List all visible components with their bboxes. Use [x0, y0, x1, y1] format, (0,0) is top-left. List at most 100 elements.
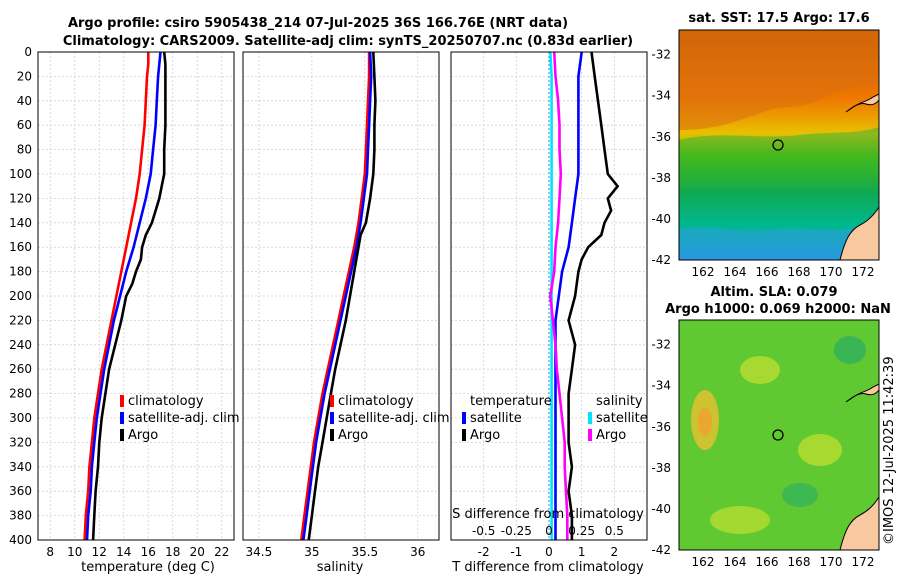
difference-xlabel: T difference from climatology [451, 560, 644, 575]
y-tick-label: 40 [17, 94, 32, 108]
map-x-tick: 164 [724, 265, 747, 279]
s-tick-label: -0.25 [501, 524, 532, 538]
sla-map-ticks: 162 164 166 168 170 172 -32 -34 -36 -38 -40 -42 [651, 338, 874, 569]
y-tick-label: 380 [9, 509, 32, 523]
series-line-climatology [83, 52, 150, 541]
x-tick-label: 35.5 [351, 545, 378, 559]
legend-label-argo: Argo [128, 428, 158, 443]
legend-swatch-climatology-2 [330, 395, 334, 407]
y-tick-label: 260 [9, 362, 32, 376]
x-tick-label: 18 [165, 545, 180, 559]
s-tick-label: 0.5 [605, 524, 624, 538]
x-tick-label: 0 [545, 545, 553, 559]
sla-light-patch-3 [710, 506, 770, 534]
y-tick-label: 100 [9, 167, 32, 181]
x-tick-label: 36 [410, 545, 425, 559]
x-tick-label: 35 [304, 545, 319, 559]
legend-swatch-s-satellite [588, 412, 592, 424]
map-x-tick: 170 [820, 265, 843, 279]
s-tick-label: 0 [545, 524, 553, 538]
sla-orange-patch [698, 408, 712, 436]
y-tick-label: 320 [9, 435, 32, 449]
sst-land-south [839, 205, 880, 261]
y-tick-label: 180 [9, 265, 32, 279]
x-tick-label: 14 [116, 545, 131, 559]
y-tick-label: 0 [24, 45, 32, 59]
x-tick-label: 34.5 [246, 545, 273, 559]
title-line1: Argo profile: csiro 5905438_214 07-Jul-2… [68, 16, 568, 31]
legend-title-salinity: salinity [596, 394, 643, 409]
map-y-tick: -36 [651, 420, 671, 434]
y-tick-label: 360 [9, 484, 32, 498]
legend-label-s-argo: Argo [596, 428, 626, 443]
y-tick-label: 140 [9, 216, 32, 230]
sla-land-south [839, 495, 880, 551]
legend-swatch-climatology [120, 395, 124, 407]
title-line2: Climatology: CARS2009. Satellite-adj cli… [63, 34, 633, 49]
sst-blue-patch [679, 225, 879, 260]
map-y-tick: -40 [651, 212, 671, 226]
y-tick-label: 20 [17, 69, 32, 83]
difference-legend-temperature: temperature satellite Argo [462, 394, 552, 443]
y-tick-label: 160 [9, 240, 32, 254]
series-line-satellite-adj-clim [85, 51, 162, 541]
map-y-tick: -38 [651, 171, 671, 185]
difference-legend-salinity: salinity satellite Argo [588, 394, 648, 443]
series-line-t-satellite [554, 51, 583, 540]
legend-label-climatology-2: climatology [338, 394, 414, 409]
map-y-tick: -34 [651, 379, 671, 393]
x-tick-label: 16 [141, 545, 156, 559]
sla-map-frame [678, 319, 880, 551]
map-x-tick: 172 [852, 555, 875, 569]
map-x-tick: 168 [788, 555, 811, 569]
sla-land-north [845, 383, 880, 403]
map-x-tick: 162 [692, 555, 715, 569]
map-y-tick: -42 [651, 543, 671, 557]
sla-dark-patch-2 [782, 483, 818, 507]
sst-land-north [845, 93, 880, 113]
y-tick-label: 220 [9, 313, 32, 327]
x-tick-label: -2 [478, 545, 490, 559]
legend-title-temperature: temperature [470, 394, 552, 409]
x-tick-label: 12 [92, 545, 107, 559]
sst-map-ticks: 162 164 166 168 170 172 -32 -34 -36 -38 -40 -42 [651, 48, 874, 279]
legend-label-satellite-2: satellite-adj. clim [338, 411, 450, 426]
x-tick-label: -1 [510, 545, 522, 559]
y-tick-label: 60 [17, 118, 32, 132]
map-y-tick: -40 [651, 502, 671, 516]
sst-map-title: sat. SST: 17.5 Argo: 17.6 [688, 11, 869, 26]
s-difference-xlabel: S difference from climatology [452, 507, 644, 522]
series-line-climatology [300, 52, 371, 541]
map-y-tick: -34 [651, 89, 671, 103]
axes-frame [450, 51, 648, 541]
axes-frame [242, 51, 440, 541]
map-y-tick: -38 [651, 461, 671, 475]
salinity-xlabel: salinity [317, 560, 364, 575]
legend-label-satellite: satellite-adj. clim [128, 411, 240, 426]
s-tick-label: 0.25 [568, 524, 595, 538]
map-y-tick: -32 [651, 48, 671, 62]
legend-label-t-satellite: satellite [470, 411, 522, 426]
series-line-argo [91, 51, 167, 541]
sla-map [678, 319, 880, 551]
sla-map-subtitle: Argo h1000: 0.069 h2000: NaN [665, 302, 891, 317]
y-tick-label: 120 [9, 191, 32, 205]
sst-map [678, 29, 880, 261]
difference-panel: -2 -1 0 1 2 -0.5 -0.25 0 0.25 0.5 [450, 51, 648, 559]
map-x-tick: 166 [756, 265, 779, 279]
x-tick-label: 8 [46, 545, 54, 559]
x-tick-label: 1 [578, 545, 586, 559]
sla-map-title: Altim. SLA: 0.079 [711, 285, 838, 300]
sla-light-patch [740, 356, 780, 384]
x-tick-label: 2 [611, 545, 619, 559]
series-line-argo [307, 51, 377, 541]
map-x-tick: 172 [852, 265, 875, 279]
salinity-panel: 34.5 35 35.5 36 [242, 51, 440, 559]
sst-warm-patch [679, 30, 879, 130]
sla-argo-marker [772, 429, 784, 441]
axes-frame [37, 51, 235, 541]
legend-swatch-argo-2 [330, 429, 334, 441]
map-x-tick: 162 [692, 265, 715, 279]
legend-label-argo-2: Argo [338, 428, 368, 443]
